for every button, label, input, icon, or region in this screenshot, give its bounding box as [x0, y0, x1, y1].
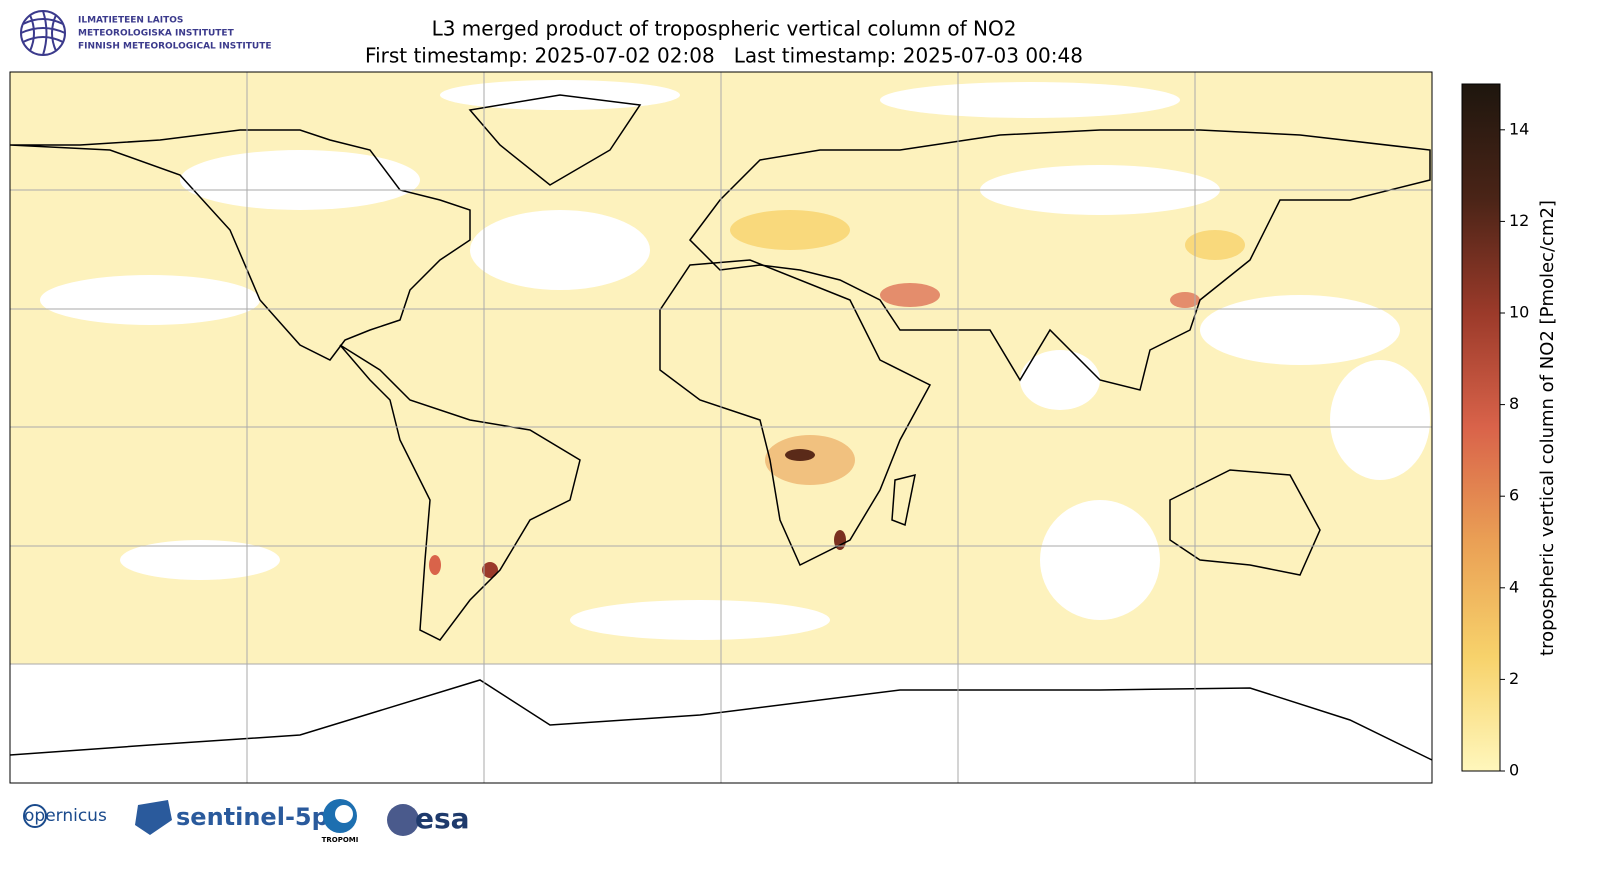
logo-swirl	[23, 804, 47, 828]
colorbar-tick-label: 8	[1509, 394, 1519, 413]
sentinel-logo: sentinel-5p	[176, 803, 329, 831]
colorbar-tick-label: 14	[1509, 119, 1529, 138]
copernicus-logo: opernicus	[24, 806, 107, 826]
institute-name: METEOROLOGISKA INSTITUTET	[78, 29, 235, 39]
tropomi-logo: TROPOMI	[322, 836, 359, 844]
fmi-logo	[20, 10, 66, 56]
graticule	[10, 72, 1432, 783]
institute-name: FINNISH METEOROLOGICAL INSTITUTE	[78, 42, 272, 52]
esa-icon	[387, 804, 419, 836]
colorbar-tick-label: 6	[1509, 486, 1519, 505]
satellite-icon	[135, 800, 172, 835]
colorbar-tick-label: 0	[1509, 761, 1519, 780]
colorbar	[1461, 83, 1501, 772]
colorbar-tick-label: 2	[1509, 669, 1519, 688]
tropomi-eye	[335, 805, 353, 823]
subtitle: First timestamp: 2025-07-02 02:08 Last t…	[365, 44, 1083, 68]
hotspots	[429, 210, 1245, 578]
map-frame	[9, 71, 1433, 784]
title: L3 merged product of tropospheric vertic…	[432, 17, 1017, 41]
colorbar-tick-label: 10	[1509, 303, 1529, 322]
esa-logo: esa	[415, 802, 470, 835]
institute-name: ILMATIETEEN LAITOS	[78, 16, 183, 26]
colorbar-tick-label: 4	[1509, 577, 1519, 596]
colorbar-label: tropospheric vertical column of NO2 [Pmo…	[1537, 200, 1558, 656]
colorbar-tick-label: 12	[1509, 211, 1529, 230]
map	[9, 71, 1433, 784]
